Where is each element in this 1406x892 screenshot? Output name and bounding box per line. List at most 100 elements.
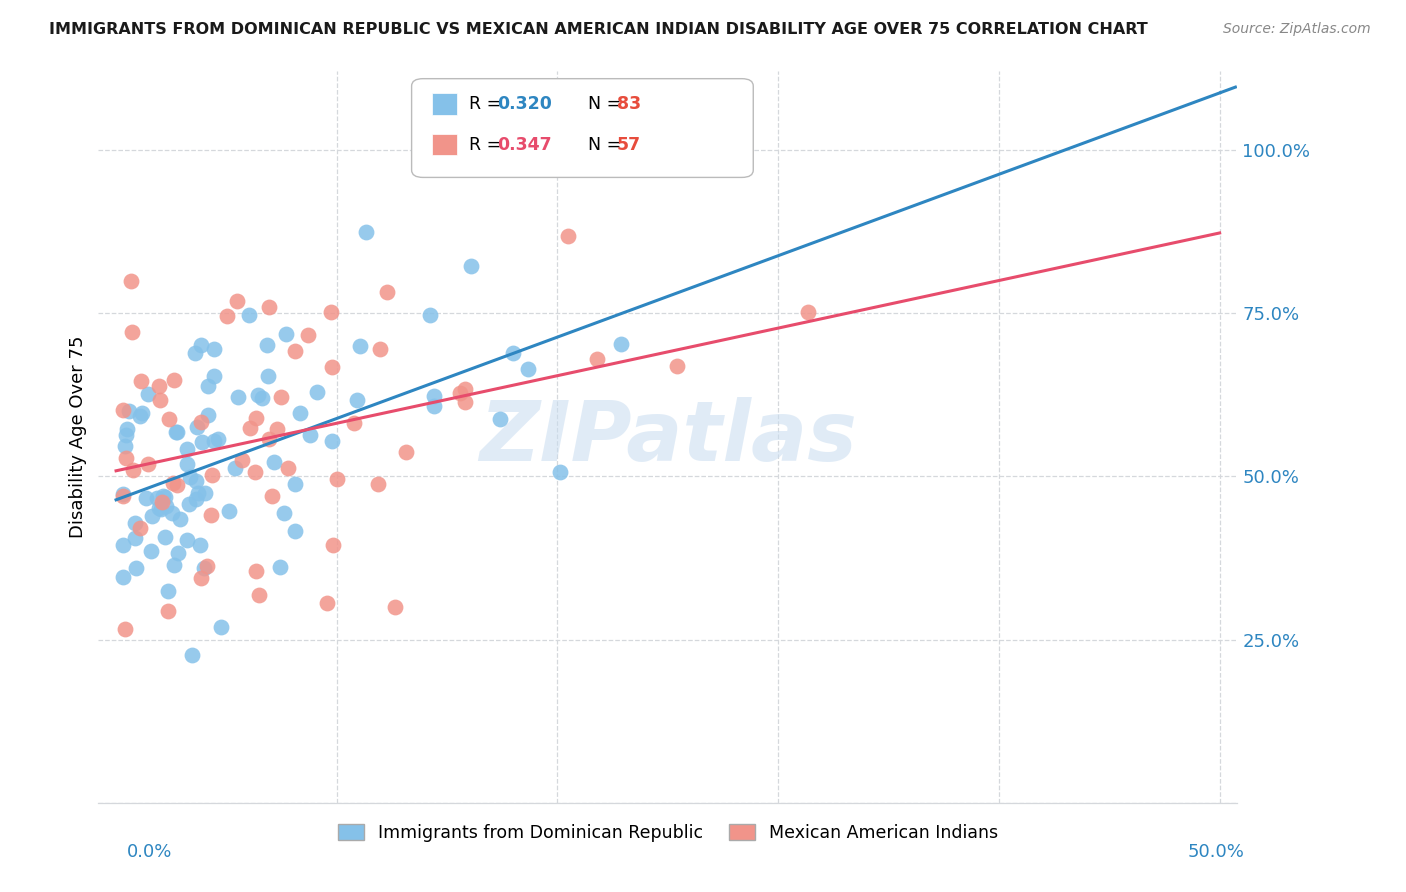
Point bbox=[136, 457, 159, 471]
Point bbox=[188, 539, 211, 553]
Point bbox=[239, 421, 262, 435]
Point bbox=[449, 386, 471, 401]
Point bbox=[136, 386, 159, 401]
Point bbox=[124, 561, 146, 575]
Point bbox=[195, 559, 218, 574]
Point bbox=[346, 393, 368, 408]
Point bbox=[111, 486, 134, 500]
Point bbox=[153, 531, 176, 545]
Point bbox=[259, 432, 281, 446]
Point bbox=[277, 461, 299, 475]
Point bbox=[124, 531, 146, 545]
Point bbox=[321, 305, 343, 319]
Point bbox=[124, 516, 146, 531]
Point bbox=[665, 359, 688, 373]
Point bbox=[209, 620, 232, 634]
Point bbox=[197, 378, 219, 392]
Point bbox=[122, 463, 145, 477]
Point bbox=[176, 442, 198, 456]
Text: R =: R = bbox=[468, 136, 506, 153]
Point bbox=[276, 326, 298, 341]
Text: 0.320: 0.320 bbox=[498, 95, 553, 113]
Point bbox=[283, 344, 305, 359]
Point bbox=[226, 293, 249, 308]
Point bbox=[367, 476, 389, 491]
Point bbox=[141, 508, 163, 523]
Text: N =: N = bbox=[588, 95, 627, 113]
Point bbox=[201, 467, 224, 482]
Point bbox=[557, 229, 579, 244]
Point bbox=[190, 338, 212, 352]
Point bbox=[176, 457, 198, 471]
Point bbox=[246, 388, 269, 402]
Point bbox=[517, 361, 540, 376]
Text: Source: ZipAtlas.com: Source: ZipAtlas.com bbox=[1223, 22, 1371, 37]
Point bbox=[166, 546, 188, 560]
Point bbox=[247, 588, 270, 602]
Point bbox=[321, 434, 343, 449]
Point bbox=[298, 428, 321, 442]
Point bbox=[288, 406, 311, 420]
Point bbox=[257, 369, 280, 384]
Point bbox=[226, 390, 249, 404]
Point bbox=[316, 596, 339, 610]
Point bbox=[262, 489, 284, 503]
Point bbox=[257, 300, 280, 314]
Point bbox=[152, 490, 174, 504]
Point bbox=[162, 373, 184, 387]
Text: 83: 83 bbox=[617, 95, 641, 113]
Point bbox=[190, 571, 212, 585]
Point bbox=[150, 502, 173, 516]
Point bbox=[157, 411, 180, 425]
Point bbox=[454, 383, 477, 397]
Point bbox=[146, 491, 169, 505]
Point bbox=[197, 408, 219, 422]
Point bbox=[111, 570, 134, 584]
Point bbox=[489, 412, 512, 426]
Point bbox=[252, 392, 274, 406]
Point bbox=[423, 389, 446, 403]
Point bbox=[121, 325, 143, 339]
Point bbox=[184, 491, 207, 506]
Point bbox=[148, 379, 170, 393]
Point bbox=[502, 346, 524, 360]
Point bbox=[115, 451, 138, 466]
Point bbox=[157, 603, 180, 617]
Point bbox=[129, 521, 152, 535]
Point bbox=[610, 337, 633, 351]
Text: 57: 57 bbox=[617, 136, 641, 153]
Text: 0.347: 0.347 bbox=[498, 136, 551, 153]
Point bbox=[297, 328, 319, 343]
Point bbox=[207, 433, 229, 447]
Text: IMMIGRANTS FROM DOMINICAN REPUBLIC VS MEXICAN AMERICAN INDIAN DISABILITY AGE OVE: IMMIGRANTS FROM DOMINICAN REPUBLIC VS ME… bbox=[49, 22, 1147, 37]
Point bbox=[218, 503, 240, 517]
Point bbox=[169, 511, 191, 525]
Point bbox=[153, 491, 176, 505]
Point bbox=[112, 538, 135, 552]
Point bbox=[419, 308, 441, 322]
Point bbox=[200, 508, 222, 523]
Point bbox=[114, 439, 136, 453]
Point bbox=[343, 417, 366, 431]
Point bbox=[326, 472, 349, 486]
Point bbox=[305, 384, 328, 399]
Point bbox=[156, 584, 179, 599]
Point bbox=[114, 622, 136, 636]
Point bbox=[193, 561, 215, 575]
Point bbox=[163, 558, 186, 572]
Point bbox=[202, 434, 225, 449]
Text: ZIPatlas: ZIPatlas bbox=[479, 397, 856, 477]
Point bbox=[160, 506, 183, 520]
FancyBboxPatch shape bbox=[432, 134, 457, 155]
Point bbox=[191, 434, 214, 449]
Y-axis label: Disability Age Over 75: Disability Age Over 75 bbox=[69, 335, 87, 539]
Point bbox=[322, 538, 344, 552]
Text: 0.0%: 0.0% bbox=[127, 843, 172, 861]
Point bbox=[149, 392, 172, 407]
Point bbox=[460, 259, 482, 273]
Point bbox=[129, 374, 152, 388]
Legend: Immigrants from Dominican Republic, Mexican American Indians: Immigrants from Dominican Republic, Mexi… bbox=[330, 817, 1005, 849]
Point bbox=[368, 343, 391, 357]
Point bbox=[217, 310, 239, 324]
Point bbox=[256, 338, 278, 352]
